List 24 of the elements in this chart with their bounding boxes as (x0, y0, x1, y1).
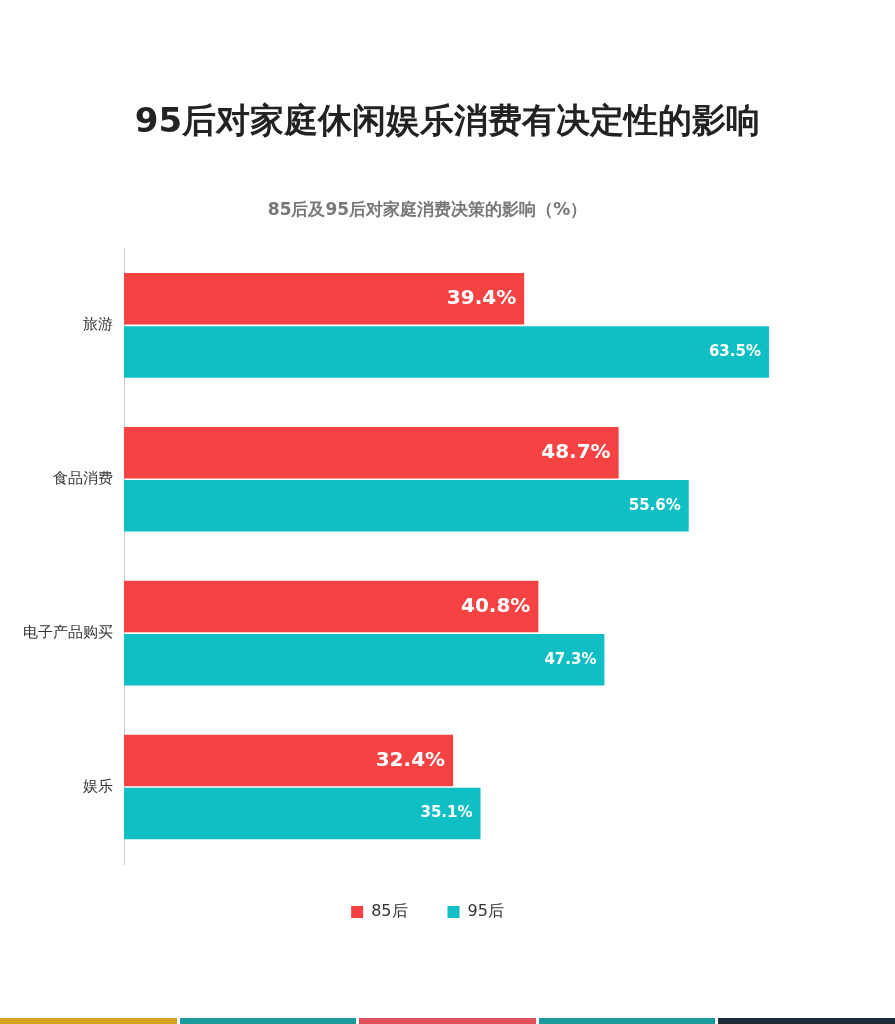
bar (124, 734, 454, 787)
data-label: 47.3% (544, 649, 597, 668)
y-tick-label: 食品消费 (53, 469, 113, 488)
bar (124, 580, 539, 633)
data-label: 40.8% (461, 592, 531, 617)
bar (124, 787, 481, 840)
chart-subtitle: 85后及95后对家庭消费决策的影响（%） (267, 198, 588, 219)
y-tick-label: 电子产品购买 (23, 623, 113, 642)
legend-label: 95后 (467, 901, 504, 921)
y-tick-label: 旅游 (83, 315, 113, 334)
chart-title: 95后对家庭休闲娱乐消费有决定性的影响 (133, 99, 762, 142)
y-tick-label: 娱乐 (83, 776, 113, 795)
data-label: 48.7% (541, 438, 611, 463)
data-label: 55.6% (628, 495, 681, 514)
bar (124, 633, 605, 686)
legend-label: 85后 (371, 901, 408, 921)
bar (124, 326, 769, 378)
bar (124, 426, 619, 479)
bar (124, 273, 525, 325)
data-label: 63.5% (708, 341, 761, 360)
bar (124, 480, 689, 532)
data-label: 35.1% (420, 803, 473, 822)
data-label: 32.4% (375, 746, 446, 771)
data-label: 39.4% (446, 285, 517, 310)
